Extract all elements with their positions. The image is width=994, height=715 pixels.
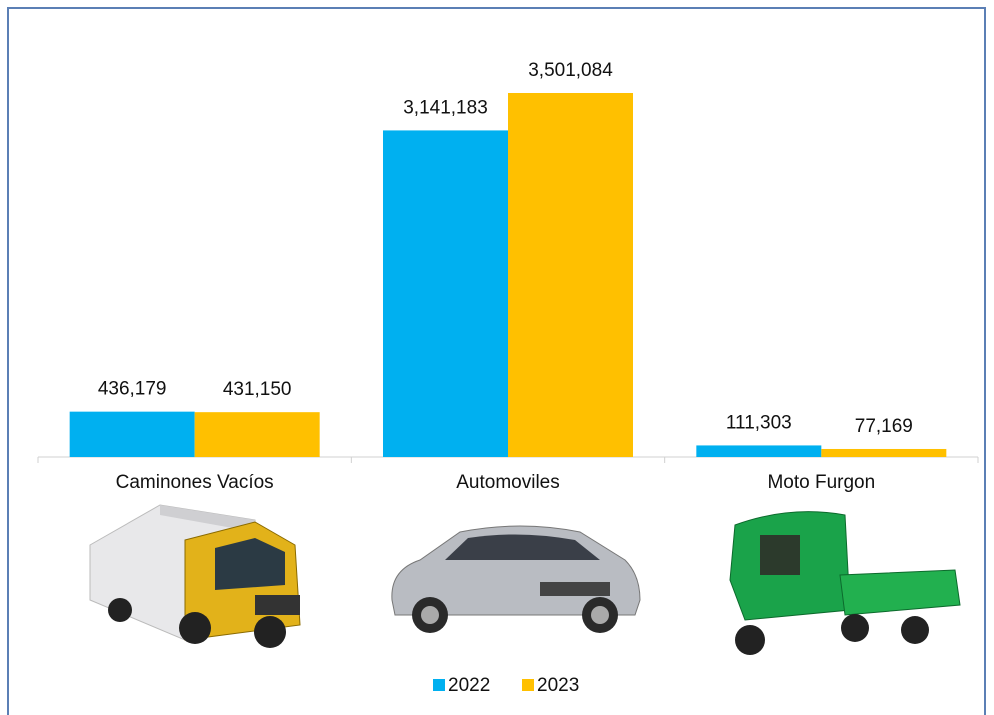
x-tick-label: Automoviles — [456, 472, 560, 493]
bar — [383, 130, 508, 457]
data-label: 3,141,183 — [403, 97, 488, 118]
x-tick-label: Caminones Vacíos — [116, 472, 274, 493]
bar — [70, 412, 195, 457]
data-label: 436,179 — [98, 379, 167, 400]
legend-swatch — [522, 679, 534, 691]
chart: Caminones Vacíos 436,179 431,150 Automovile… — [0, 0, 994, 715]
legend-label: 2022 — [448, 675, 490, 696]
bar — [195, 412, 320, 457]
data-label: 111,303 — [726, 412, 792, 433]
x-tick-label: Moto Furgon — [767, 472, 875, 493]
data-label: 3,501,084 — [528, 60, 613, 81]
legend-swatch — [433, 679, 445, 691]
bar — [821, 449, 946, 457]
page: Caminones Vacíos 436,179 431,150 Automovile… — [0, 0, 994, 715]
data-label: 431,150 — [223, 379, 292, 400]
bar — [508, 93, 633, 457]
data-label: 77,169 — [855, 416, 913, 437]
bar — [696, 445, 821, 457]
legend-label: 2023 — [537, 675, 579, 696]
